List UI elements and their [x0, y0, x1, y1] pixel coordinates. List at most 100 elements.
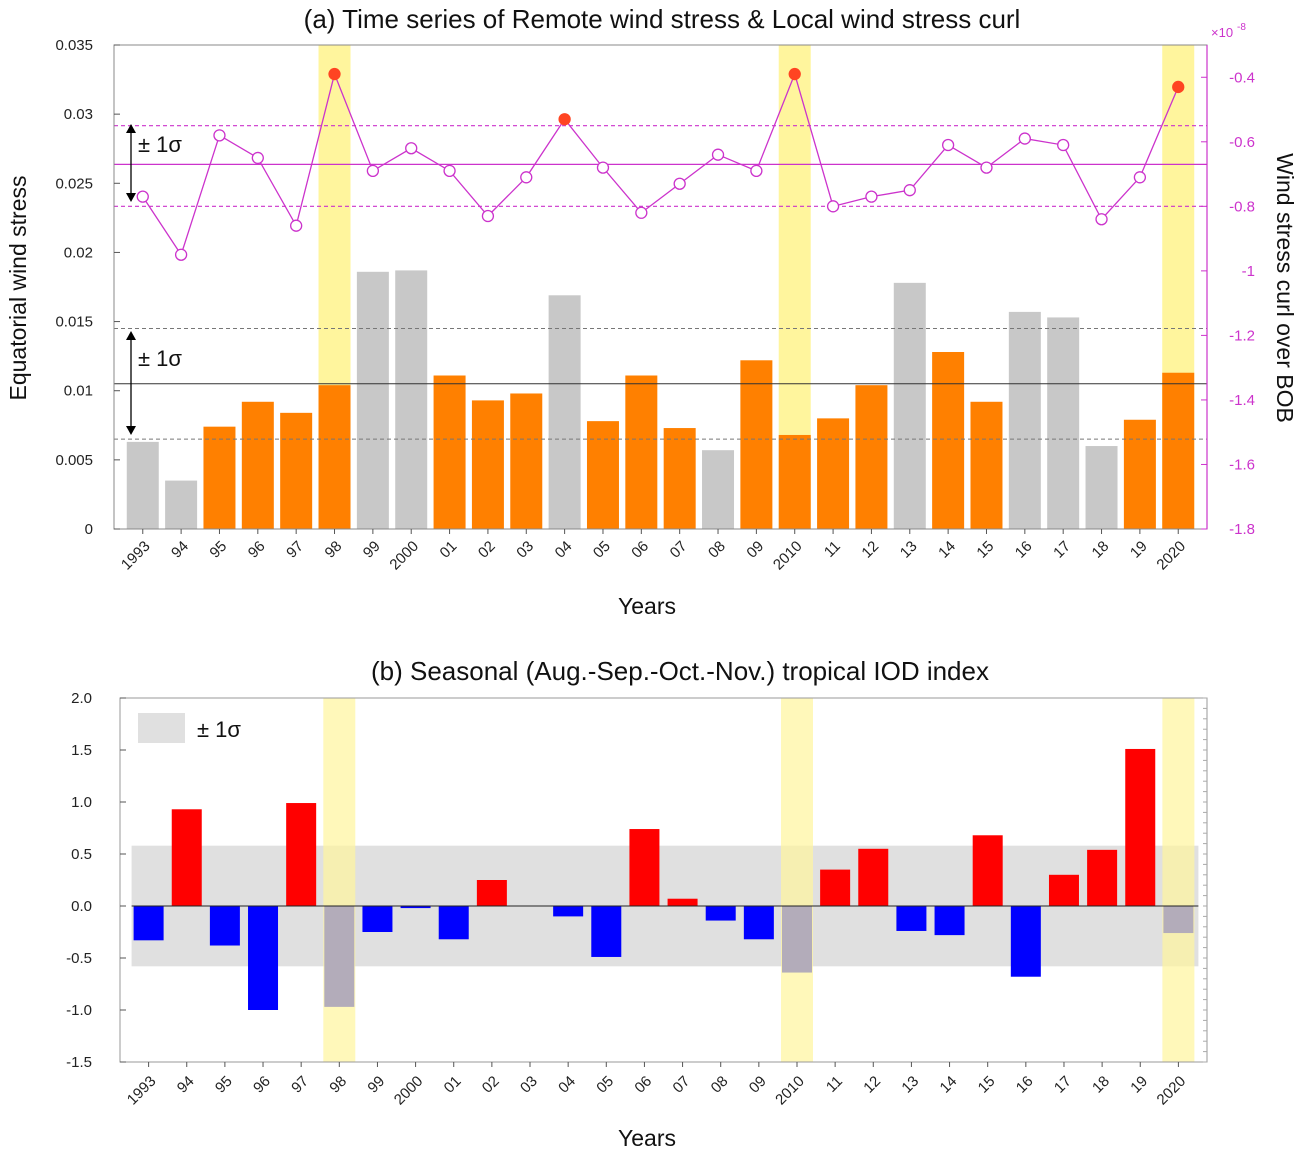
- wind-stress-bar-99: [356, 271, 389, 529]
- left-axis-tick-label: 0.005: [55, 452, 93, 469]
- curl-point-03: [520, 171, 533, 184]
- iod-bar-08: [705, 906, 736, 921]
- x-tick-label-b: 15: [975, 1073, 999, 1097]
- x-tick-label-b: 05: [593, 1073, 617, 1097]
- highlight-band-b-98: [323, 698, 356, 1062]
- x-tick-label: 09: [743, 538, 767, 562]
- wind-stress-bar-01: [433, 375, 466, 529]
- y-axis-title-left: Equatorial wind stress: [5, 176, 31, 401]
- iod-bar-12: [858, 848, 889, 906]
- curl-point-13: [903, 184, 916, 197]
- iod-bar-15: [972, 835, 1003, 906]
- wind-stress-bar-96: [241, 401, 274, 529]
- wind-stress-bar-04: [548, 295, 581, 529]
- iod-bar-13: [896, 906, 927, 931]
- x-tick-label: 08: [705, 538, 729, 562]
- curl-point-09: [750, 164, 763, 177]
- wind-stress-bar-05: [586, 421, 619, 529]
- x-tick-label-b: 09: [746, 1073, 770, 1097]
- x-tick-label: 15: [973, 538, 997, 562]
- x-tick-label-b: 11: [823, 1073, 846, 1096]
- curl-point-02: [481, 209, 495, 223]
- iod-bar-09: [743, 906, 774, 940]
- plot-frame-b: [119, 697, 1208, 1063]
- iod-y-tick-label: -1.5: [66, 1054, 92, 1071]
- x-tick-label-b: 99: [364, 1073, 388, 1097]
- iod-bar-18: [1087, 849, 1118, 906]
- x-tick-label: 04: [552, 538, 576, 562]
- right-axis-tick-label: -0.6: [1229, 134, 1255, 151]
- wind-stress-bar-16: [1008, 311, 1041, 529]
- iod-bar-06: [629, 829, 660, 906]
- iod-y-tick-label: 0.5: [71, 846, 92, 863]
- curl-point-1993: [136, 190, 149, 203]
- x-tick-label-b: 18: [1089, 1073, 1113, 1097]
- x-tick-label: 05: [590, 538, 614, 562]
- x-tick-label: 06: [628, 538, 652, 562]
- curl-point-99: [366, 164, 380, 177]
- right-axis-tick-label: -1.8: [1229, 521, 1255, 538]
- right-axis-exponent: -8: [1237, 22, 1246, 33]
- wind-stress-bar-06: [625, 375, 658, 529]
- x-tick-label: 17: [1050, 538, 1074, 562]
- sigma-arrow-head-down-stress: [126, 426, 136, 435]
- x-tick-label-b: 2010: [772, 1073, 808, 1109]
- plot-frame-a: [113, 44, 1208, 530]
- x-tick-label-b: 2000: [391, 1073, 427, 1109]
- curl-point-06: [635, 206, 648, 219]
- x-tick-label: 13: [897, 538, 921, 562]
- x-axis-title-a: Years: [618, 593, 676, 619]
- x-tick-label-b: 08: [708, 1073, 732, 1097]
- left-axis-tick-label: 0: [85, 521, 93, 538]
- x-tick-label: 2010: [770, 538, 806, 574]
- x-tick-label: 2000: [386, 538, 422, 574]
- x-tick-label: 01: [437, 538, 461, 562]
- wind-stress-bar-17: [1047, 317, 1080, 529]
- curl-point-97: [290, 219, 303, 232]
- iod-bar-95: [209, 906, 240, 946]
- curl-point-2010: [788, 67, 801, 81]
- wind-stress-bar-03: [510, 393, 543, 529]
- x-tick-label: 03: [513, 538, 537, 562]
- x-axis-title-b: Years: [618, 1125, 676, 1151]
- x-tick-label-b: 98: [326, 1073, 350, 1097]
- wind-stress-bar-94: [165, 480, 198, 529]
- curl-point-96: [251, 151, 264, 165]
- iod-bar-07: [667, 898, 698, 906]
- wind-stress-bar-13: [893, 282, 926, 529]
- iod-bar-19: [1125, 748, 1156, 906]
- wind-stress-bar-15: [970, 401, 1003, 529]
- x-tick-label: 18: [1089, 538, 1113, 562]
- curl-point-94: [174, 248, 188, 261]
- wind-stress-bar-19: [1123, 419, 1156, 529]
- x-tick-label: 94: [168, 538, 192, 562]
- curl-point-14: [941, 138, 955, 152]
- wind-stress-bar-07: [663, 428, 696, 529]
- x-tick-label-b: 12: [860, 1073, 884, 1097]
- x-tick-label-b: 13: [898, 1073, 922, 1097]
- curl-point-12: [865, 190, 878, 203]
- right-axis-tick-label: -1.2: [1229, 327, 1255, 344]
- sigma-label-curl: ± 1σ: [138, 132, 182, 157]
- iod-bar-01: [438, 906, 469, 940]
- wind-stress-bar-98: [318, 385, 351, 529]
- highlight-band-b-2010: [780, 698, 813, 1062]
- wind-stress-bar-95: [203, 426, 236, 529]
- curl-point-18: [1095, 213, 1108, 226]
- iod-bar-2000: [400, 906, 431, 909]
- x-tick-label-b: 17: [1051, 1073, 1075, 1097]
- left-axis-tick-label: 0.02: [64, 244, 93, 261]
- iod-y-tick-label: 2.0: [71, 690, 92, 707]
- right-axis-tick-label: -1.6: [1229, 456, 1255, 473]
- iod-bar-14: [934, 906, 965, 936]
- iod-bar-96: [248, 906, 279, 1010]
- x-tick-label-b: 06: [631, 1073, 655, 1097]
- x-tick-label-b: 2020: [1154, 1073, 1190, 1109]
- sigma-arrow-head-up-stress: [126, 331, 136, 340]
- x-tick-label: 02: [475, 538, 499, 562]
- x-tick-label: 16: [1012, 538, 1036, 562]
- curl-point-01: [443, 164, 456, 177]
- x-tick-label-b: 03: [517, 1073, 541, 1097]
- curl-point-2000: [405, 142, 418, 155]
- x-tick-label-b: 02: [479, 1073, 503, 1097]
